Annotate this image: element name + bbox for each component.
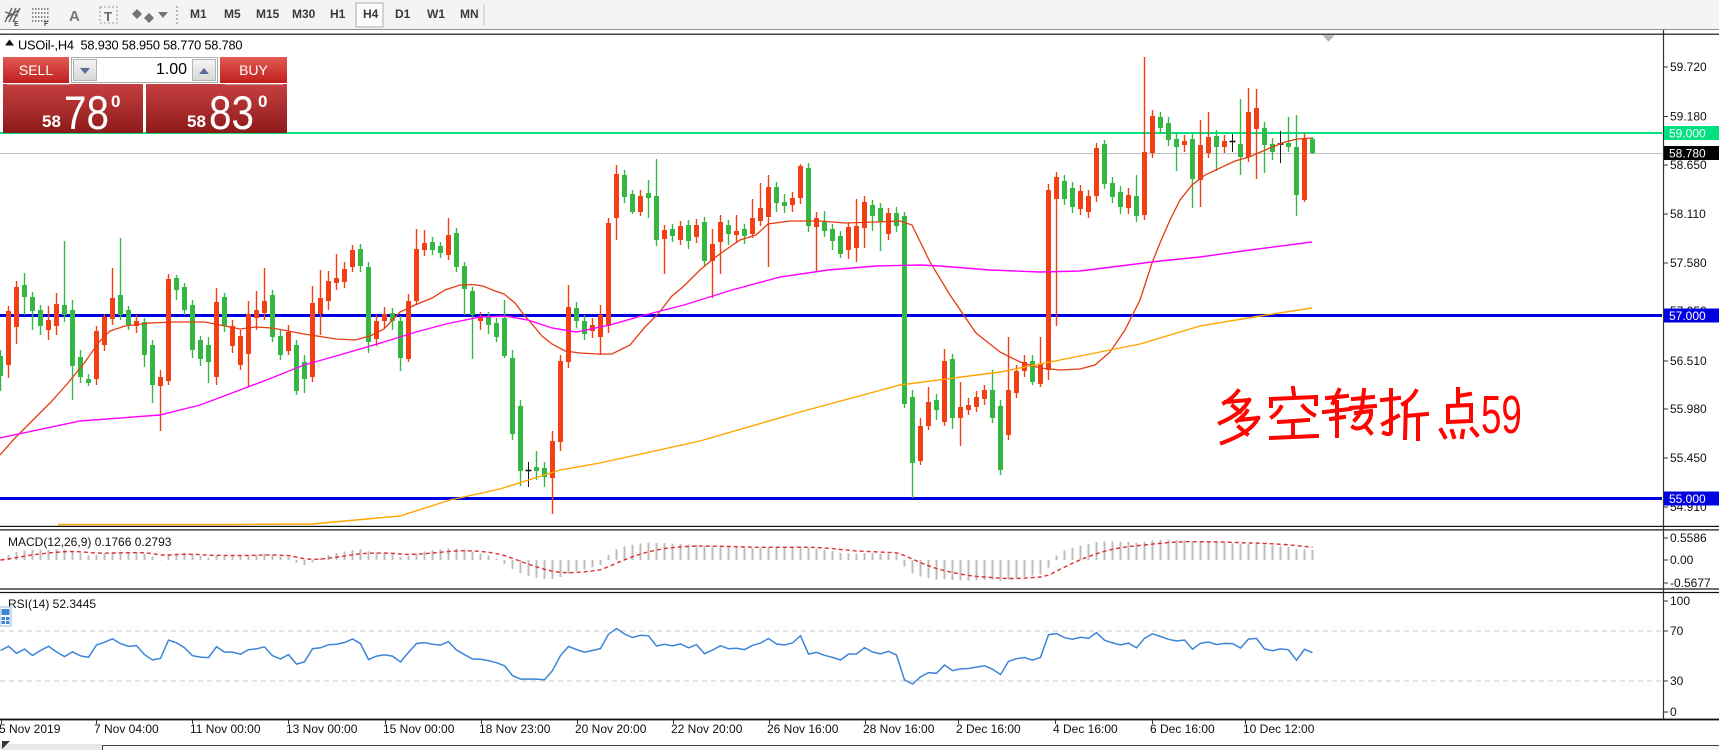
svg-text:A: A	[69, 8, 80, 25]
svg-text:55.980: 55.980	[1670, 402, 1707, 416]
svg-text:55.450: 55.450	[1670, 451, 1707, 465]
svg-text:0.00: 0.00	[1670, 553, 1694, 567]
svg-text:58.650: 58.650	[1670, 158, 1707, 172]
svg-text:6 Dec 16:00: 6 Dec 16:00	[1150, 722, 1215, 736]
svg-text:22 Nov 20:00: 22 Nov 20:00	[671, 722, 743, 736]
svg-text:58.780: 58.780	[1669, 147, 1706, 161]
svg-text:59.720: 59.720	[1670, 60, 1707, 74]
svg-text:26 Nov 16:00: 26 Nov 16:00	[767, 722, 839, 736]
svg-text:58.110: 58.110	[1670, 207, 1706, 221]
svg-text:55.000: 55.000	[1669, 492, 1706, 506]
svg-text:USOil-,H4 58.930 58.950 58.77: USOil-,H4 58.930 58.950 58.770 58.780	[18, 38, 242, 53]
svg-text:E: E	[14, 21, 19, 28]
svg-text:2 Dec 16:00: 2 Dec 16:00	[956, 722, 1021, 736]
svg-text:57.580: 57.580	[1670, 256, 1707, 270]
svg-text:11 Nov 00:00: 11 Nov 00:00	[190, 722, 261, 736]
svg-text:4 Dec 16:00: 4 Dec 16:00	[1053, 722, 1118, 736]
svg-text:0.5586: 0.5586	[1670, 531, 1707, 545]
svg-text:18 Nov 23:00: 18 Nov 23:00	[479, 722, 551, 736]
svg-text:20 Nov 20:00: 20 Nov 20:00	[575, 722, 647, 736]
svg-text:-0.5677: -0.5677	[1670, 576, 1711, 590]
svg-text:F: F	[44, 21, 49, 28]
svg-text:13 Nov 00:00: 13 Nov 00:00	[286, 722, 358, 736]
svg-text:0: 0	[1670, 705, 1677, 719]
svg-text:59.000: 59.000	[1669, 127, 1706, 141]
svg-text:10 Dec 12:00: 10 Dec 12:00	[1243, 722, 1315, 736]
svg-text:57.000: 57.000	[1669, 309, 1706, 323]
svg-text:59.180: 59.180	[1670, 110, 1707, 124]
svg-text:70: 70	[1670, 624, 1684, 638]
svg-text:5 Nov 2019: 5 Nov 2019	[0, 722, 61, 736]
svg-text:30: 30	[1670, 674, 1684, 688]
svg-text:MACD(12,26,9) 0.1766 0.2793: MACD(12,26,9) 0.1766 0.2793	[8, 535, 172, 549]
svg-text:28 Nov 16:00: 28 Nov 16:00	[863, 722, 935, 736]
svg-text:100: 100	[1670, 594, 1690, 608]
svg-text:15 Nov 00:00: 15 Nov 00:00	[383, 722, 455, 736]
svg-text:59: 59	[1481, 384, 1522, 445]
svg-text:RSI(14) 52.3445: RSI(14) 52.3445	[8, 597, 96, 611]
svg-text:7 Nov 04:00: 7 Nov 04:00	[94, 722, 159, 736]
svg-text:T: T	[104, 9, 112, 24]
svg-text:56.510: 56.510	[1670, 354, 1707, 368]
